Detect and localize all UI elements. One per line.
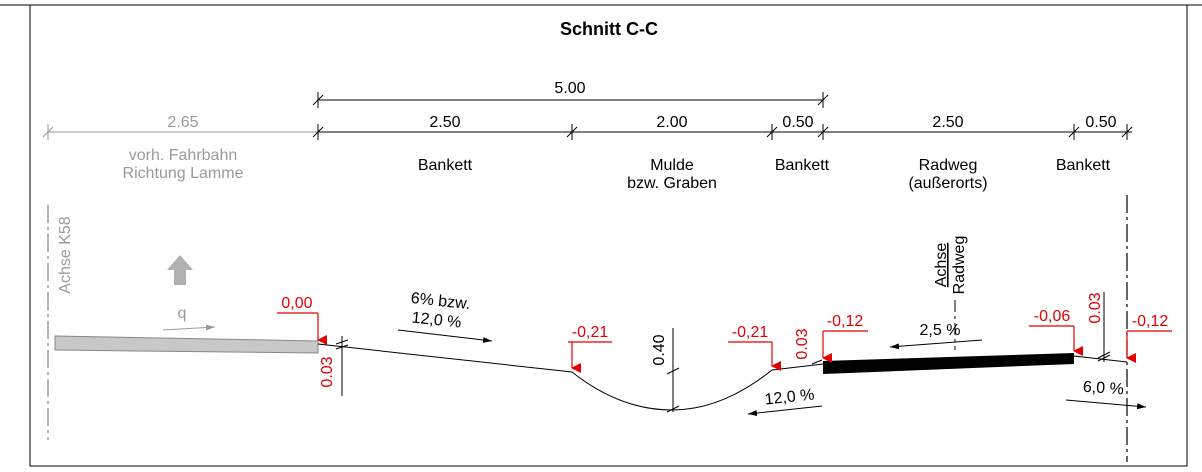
dimension-label: 2.50: [932, 114, 963, 131]
slope-arrow: [747, 405, 823, 417]
zone-label: Radweg: [919, 157, 978, 174]
slope-arrow: [889, 339, 983, 350]
elevation-label: -0,06: [1034, 308, 1071, 325]
up-arrow: [167, 255, 193, 285]
elevation-label: -0,21: [732, 324, 769, 341]
slope-label: 6,0 %: [1082, 379, 1124, 399]
offset-label: 0.03: [794, 328, 811, 359]
overall-dimension: [312, 92, 829, 108]
slope-label: 6% bzw.: [410, 290, 471, 313]
zone-label: Bankett: [418, 157, 473, 174]
cycle-path: [823, 353, 1074, 374]
zone-label: bzw. Graben: [627, 175, 717, 192]
offset-label: 0.40: [651, 334, 668, 365]
dimension-chain: [42, 124, 1133, 140]
slope-arrow: [397, 329, 493, 343]
dimension-label: 2.00: [656, 114, 687, 131]
zone-label: Bankett: [775, 157, 830, 174]
ground-line: [317, 343, 824, 411]
slope-label: 12,0 %: [411, 309, 462, 331]
load-label: q: [178, 305, 187, 322]
dimension-label: 5.00: [554, 80, 585, 97]
offset-label: 0.03: [319, 356, 336, 387]
frame: [29, 4, 1188, 467]
elevation-label: -0,12: [1132, 313, 1169, 330]
dimension-label: 2.65: [167, 114, 198, 131]
ground-line: [1073, 355, 1128, 363]
zone-label: (außerorts): [908, 175, 987, 192]
load-arrow: [162, 324, 216, 331]
axis-label: Achse: [933, 243, 950, 288]
axis-label: Radweg: [951, 236, 968, 295]
zone-label: Bankett: [1056, 157, 1111, 174]
elevation-label: 0,00: [281, 295, 312, 312]
offset-label: 0.03: [1087, 292, 1104, 323]
slope-label: 2,5 %: [920, 322, 961, 339]
dimension-label: 2.50: [429, 114, 460, 131]
axis-label: Achse K58: [57, 216, 74, 293]
zone-label: Richtung Lamme: [123, 165, 244, 182]
elevation-markers: [277, 312, 1172, 373]
elevation-label: -0,21: [572, 324, 609, 341]
slope-label: 12,0 %: [764, 386, 815, 408]
zone-label: vorh. Fahrbahn: [129, 147, 238, 164]
title: Schnitt C-C: [560, 19, 658, 39]
existing-road: [54, 335, 319, 354]
slope-arrow: [1065, 399, 1147, 410]
offset-dimension: [335, 292, 1111, 413]
zone-label: Mulde: [650, 157, 694, 174]
dimension-label: 0.50: [782, 114, 813, 131]
elevation-label: -0,12: [827, 313, 864, 330]
dimension-label: 0.50: [1085, 114, 1116, 131]
